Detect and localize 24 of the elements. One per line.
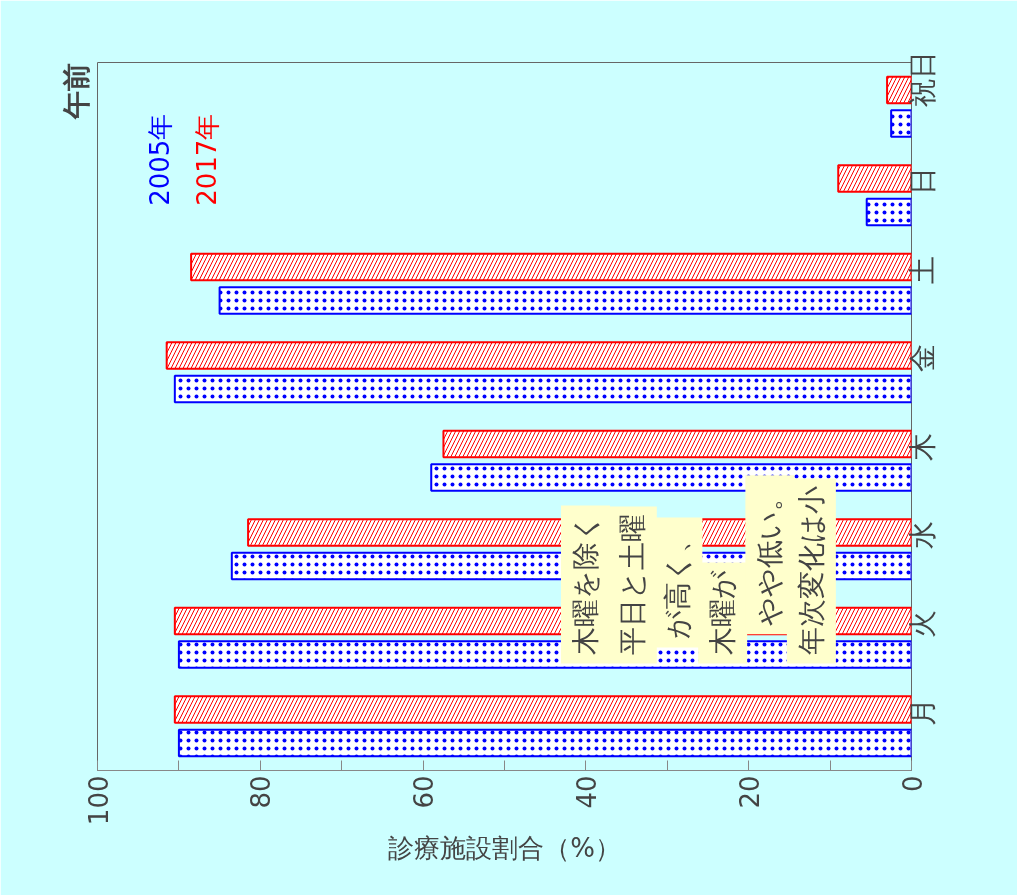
y-tick-label: 日 <box>906 167 939 196</box>
chart-title: 午前 <box>59 62 93 120</box>
annotation: やや低い。 <box>753 483 787 627</box>
y-tick-label: 木 <box>906 432 939 461</box>
y-tick-label: 火 <box>906 609 939 638</box>
x-tick-label: 0 <box>897 775 928 793</box>
y-tick-label: 土 <box>906 255 939 284</box>
annotation: 平日と土曜 <box>615 514 649 656</box>
x-axis-title: 診療施設割合（%） <box>388 833 621 864</box>
annotation: 木曜が <box>706 570 740 656</box>
y-tick-label: 祝日 <box>906 50 939 107</box>
text: 2017年 <box>192 113 223 206</box>
x-tick-label: 80 <box>246 775 277 809</box>
y-tick-label: 金 <box>906 344 939 373</box>
y-tick-label: 月 <box>906 698 939 727</box>
x-tick-label: 60 <box>409 775 440 809</box>
y-tick-label: 水 <box>906 521 939 550</box>
text: 2005年 <box>145 113 176 206</box>
x-tick-label: 100 <box>83 775 114 826</box>
x-tick-label: 20 <box>734 775 765 809</box>
x-tick-label: 40 <box>571 775 602 809</box>
annotation: が高く、 <box>661 525 695 640</box>
annotation: 年次変化は小 <box>794 486 828 656</box>
annotation: 木曜を除く <box>568 513 602 656</box>
